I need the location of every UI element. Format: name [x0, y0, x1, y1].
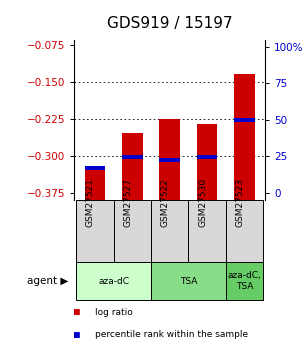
Bar [226, 262, 263, 300]
Bar [197, 155, 217, 158]
Bar [151, 200, 188, 262]
Text: GSM27522: GSM27522 [161, 178, 170, 227]
Text: ■: ■ [74, 330, 80, 339]
Bar [76, 262, 151, 300]
Bar [85, 166, 105, 170]
Text: aza-dC: aza-dC [98, 277, 129, 286]
Text: GSM27521: GSM27521 [86, 178, 95, 227]
Bar [122, 155, 142, 158]
Bar [188, 200, 226, 262]
Text: ■: ■ [74, 307, 80, 317]
Text: log ratio: log ratio [95, 308, 133, 317]
Text: TSA: TSA [180, 277, 197, 286]
Bar [159, 158, 180, 162]
Bar [234, 118, 255, 122]
Bar [197, 124, 217, 200]
Bar [159, 119, 180, 200]
Text: aza-dC,
TSA: aza-dC, TSA [228, 272, 261, 291]
Text: GSM27530: GSM27530 [198, 178, 207, 227]
Bar [114, 200, 151, 262]
Bar [85, 168, 105, 200]
Bar [234, 74, 255, 200]
Bar [76, 200, 114, 262]
Bar [151, 262, 226, 300]
Bar [226, 200, 263, 262]
Text: GSM27527: GSM27527 [123, 178, 132, 227]
Text: GSM27523: GSM27523 [235, 178, 245, 227]
Bar [122, 134, 142, 200]
Text: percentile rank within the sample: percentile rank within the sample [95, 330, 248, 339]
Text: agent ▶: agent ▶ [27, 276, 68, 286]
Text: GDS919 / 15197: GDS919 / 15197 [107, 16, 232, 30]
